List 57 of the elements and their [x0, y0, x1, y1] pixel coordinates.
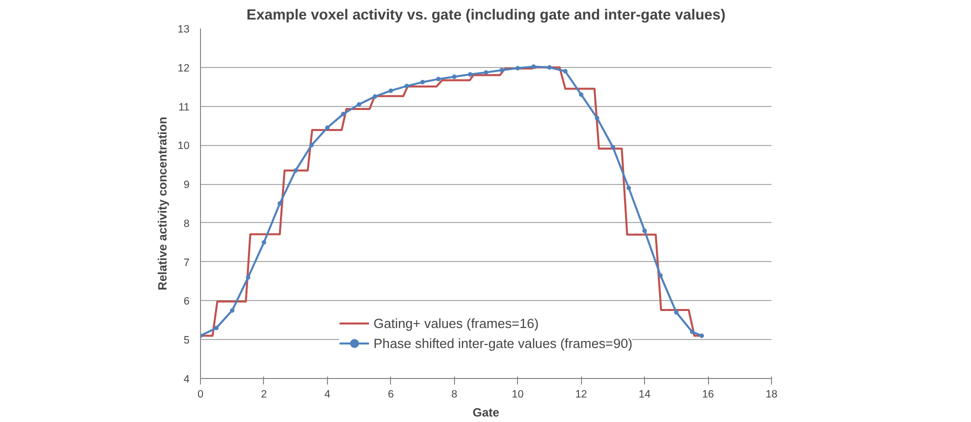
point [452, 74, 457, 79]
point [578, 92, 584, 97]
chart-title: Example voxel activity vs. gate (including gate and inter-gate values) [246, 8, 726, 24]
x-axis-title: Gate [472, 406, 500, 420]
point [230, 308, 234, 313]
point [341, 112, 346, 116]
y-tick-label: 13 [178, 24, 190, 36]
point [262, 240, 266, 245]
point [531, 64, 536, 69]
x-tick-label: 10 [512, 388, 524, 400]
point [610, 144, 616, 150]
point [309, 142, 314, 148]
point [500, 68, 504, 72]
y-tick-label: 12 [178, 62, 190, 74]
point [420, 80, 425, 84]
point [547, 65, 552, 70]
y-tick-label: 8 [184, 218, 190, 230]
x-tick-label: 12 [575, 388, 588, 400]
point [325, 125, 330, 130]
y-tick-label: 7 [184, 256, 190, 269]
point [658, 273, 663, 278]
legend-label: Gating+ values (frames=16) [374, 316, 539, 330]
x-tick-label: 4 [324, 388, 330, 400]
point [674, 310, 679, 315]
x-tick-label: 18 [766, 388, 778, 400]
point [278, 201, 282, 206]
y-axis-title: Relative activity concentration [156, 116, 170, 290]
x-tick-label: 6 [388, 388, 394, 400]
x-tick-label: 14 [638, 388, 651, 400]
y-tick-label: 9 [184, 179, 190, 192]
point [372, 94, 378, 99]
y-tick-label: 11 [178, 101, 190, 114]
x-tick-label: 0 [198, 388, 204, 400]
point [468, 72, 472, 77]
y-tick-label: 10 [178, 140, 190, 152]
y-tick-label: 5 [184, 334, 190, 347]
point [246, 275, 250, 280]
x-tick-label: 8 [451, 388, 458, 400]
legend-label: Phase shifted inter-gate values (frames=90) [374, 336, 632, 350]
point [214, 326, 219, 330]
point [690, 330, 694, 334]
point [699, 333, 704, 338]
point [404, 84, 409, 88]
point [515, 66, 520, 70]
point [626, 186, 631, 190]
point [642, 228, 647, 233]
point [563, 69, 568, 74]
point [293, 168, 298, 173]
y-tick-label: 6 [184, 296, 190, 308]
y-tick-label: 4 [184, 374, 190, 386]
x-tick-label: 16 [702, 388, 714, 400]
point [356, 102, 362, 107]
point [436, 76, 441, 82]
point [388, 88, 394, 93]
point [594, 116, 600, 120]
point [484, 70, 488, 75]
x-tick-label: 2 [260, 388, 267, 400]
